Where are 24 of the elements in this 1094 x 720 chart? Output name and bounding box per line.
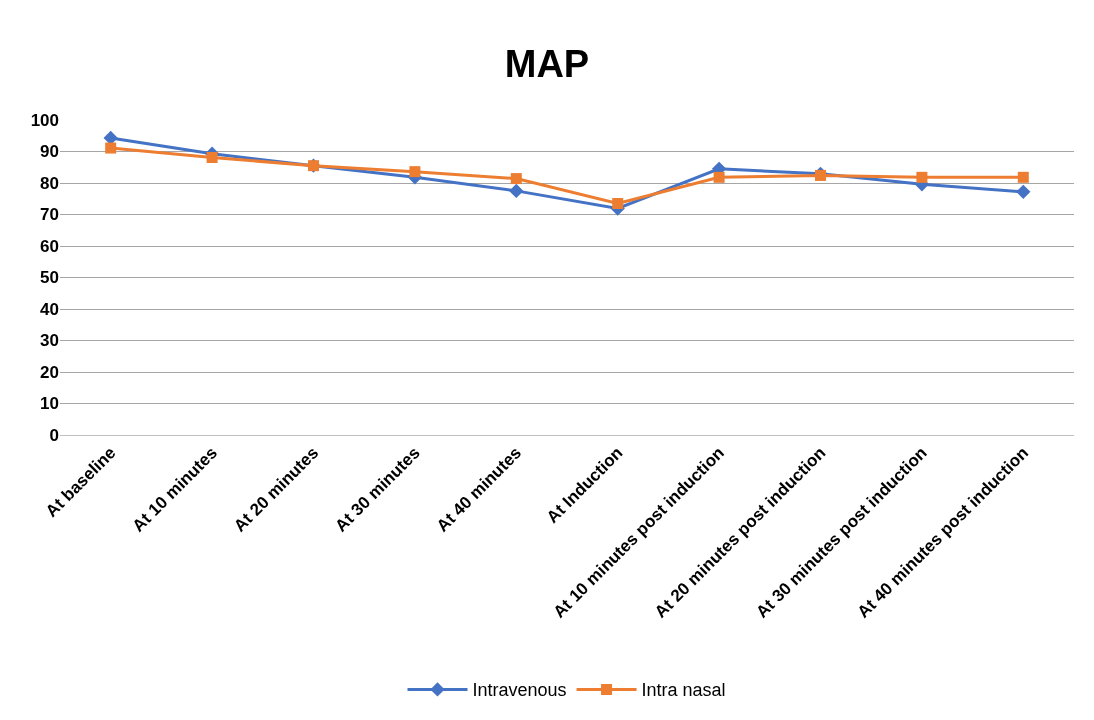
chart-title: MAP <box>504 43 590 85</box>
y-tick-label: 40 <box>40 299 59 319</box>
point <box>509 183 524 199</box>
legend-label: Intravenous <box>472 680 567 701</box>
y-tick-label: 80 <box>40 173 59 193</box>
point <box>916 171 928 183</box>
point <box>1016 184 1031 199</box>
point <box>206 151 218 163</box>
y-tick-label: 20 <box>40 362 59 382</box>
y-tick-label: 50 <box>40 268 59 288</box>
y-tick-label: 70 <box>40 205 59 225</box>
legend-label: Intra nasal <box>641 680 726 701</box>
point <box>713 171 725 183</box>
point <box>612 197 624 209</box>
point <box>510 173 522 185</box>
y-tick-label: 30 <box>40 331 59 351</box>
point <box>105 142 117 154</box>
y-tick-label: 10 <box>40 394 59 414</box>
y-tick-label: 60 <box>40 236 59 256</box>
y-tick-label: 0 <box>49 425 59 445</box>
y-tick-label: 90 <box>40 142 59 162</box>
y-tick-label: 100 <box>30 110 59 130</box>
point <box>409 166 421 178</box>
point <box>1017 171 1029 183</box>
